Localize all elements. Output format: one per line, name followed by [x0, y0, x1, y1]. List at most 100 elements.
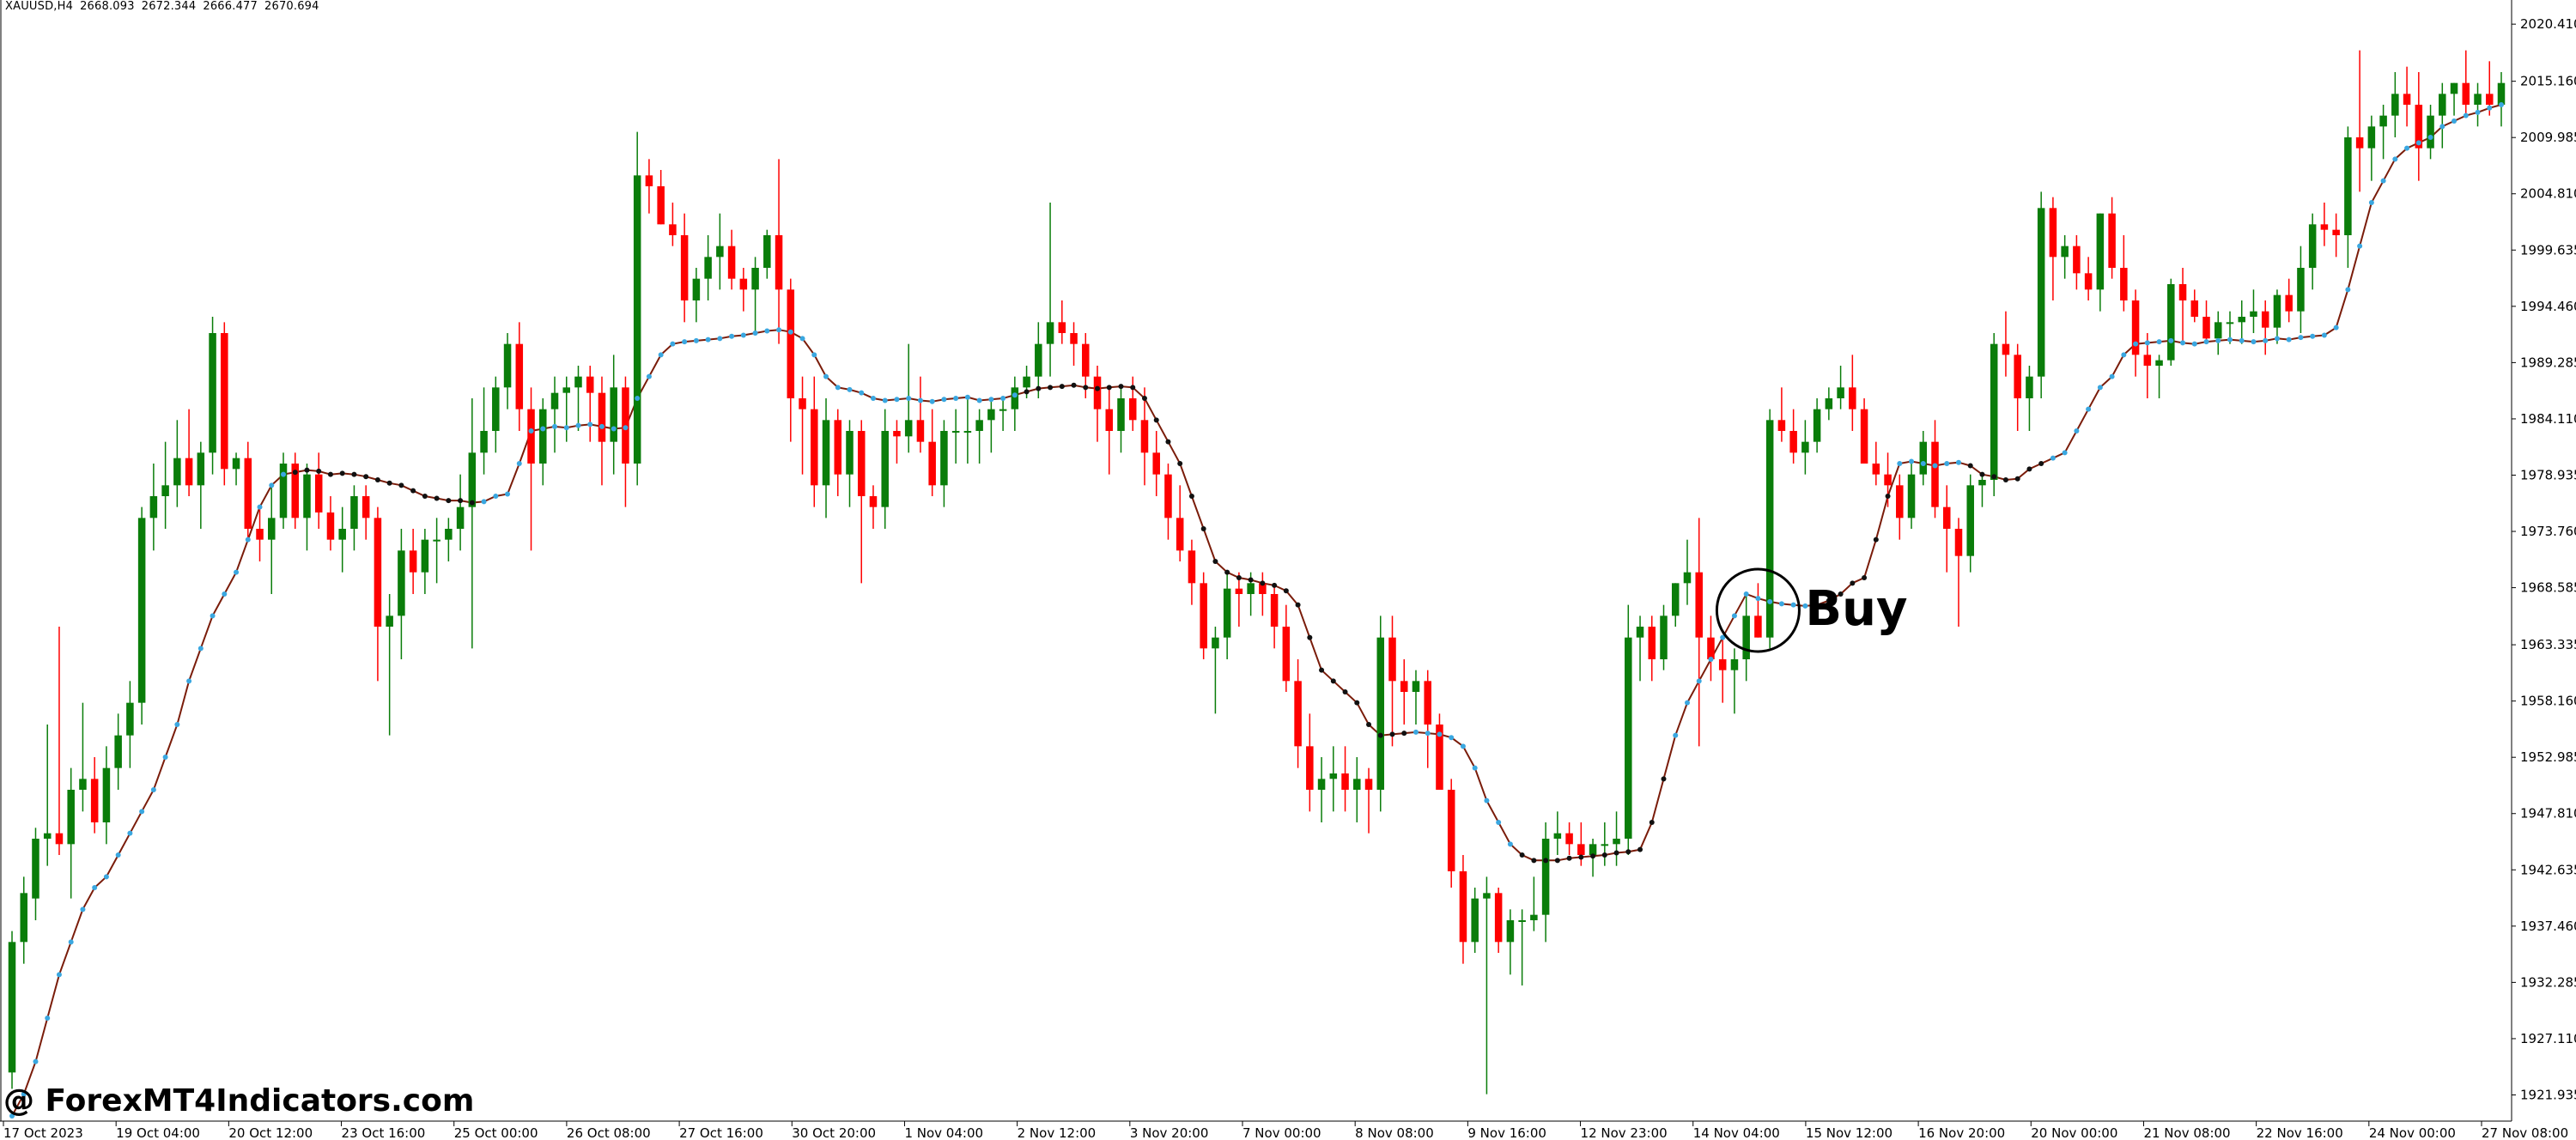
bear-candle [2403, 94, 2411, 105]
bear-candle [1436, 725, 1443, 790]
trend-indicator-dot [234, 569, 240, 575]
trend-indicator-dot [740, 332, 746, 338]
trend-indicator-dot [2357, 243, 2363, 249]
bear-candle [1140, 420, 1149, 453]
bull-candle [1376, 637, 1385, 790]
time-tick-label: 15 Nov 12:00 [1806, 1125, 1893, 1140]
bull-candle [1011, 387, 1019, 409]
trend-indicator-dot [1319, 667, 1325, 673]
price-tick-label: 1999.635 [2520, 242, 2576, 258]
trend-indicator-dot [575, 422, 581, 428]
bear-candle [787, 289, 795, 398]
trend-indicator-dot [1920, 461, 1926, 466]
trend-indicator-dot [1083, 385, 1089, 391]
time-tick-label: 3 Nov 20:00 [1130, 1125, 1209, 1140]
trend-indicator-dot [1283, 588, 1289, 594]
bear-candle [291, 464, 300, 518]
price-tick-label: 2009.985 [2520, 130, 2576, 145]
trend-indicator-dot [1236, 575, 1242, 580]
trend-indicator-dot [717, 336, 723, 342]
bull-candle [32, 839, 39, 899]
watermark-text: @ ForexMT4Indicators.com [3, 1083, 475, 1119]
trend-indicator-dot [1885, 494, 1891, 499]
bull-candle [350, 496, 358, 529]
trend-indicator-dot [1460, 743, 1466, 749]
ohlc-high: 2672.344 [141, 0, 197, 13]
bull-candle [503, 343, 512, 388]
trend-indicator-dot [1897, 461, 1903, 466]
bear-candle [1896, 485, 1904, 518]
bear-candle [1860, 409, 1868, 464]
bear-candle [799, 398, 806, 409]
price-tick-label: 1963.335 [2520, 637, 2576, 652]
trend-indicator-dot [2239, 337, 2245, 343]
trend-indicator-dot [1991, 474, 1997, 480]
time-tick-label: 1 Nov 04:00 [904, 1125, 983, 1140]
trend-indicator-dot [623, 425, 629, 431]
trend-indicator-dot [941, 397, 947, 403]
bear-candle [1648, 627, 1656, 659]
trend-indicator-dot [304, 467, 310, 473]
price-axis-labels: 2020.410 2015.160 2009.985 2004.810 1999.635… [2512, 16, 2576, 1102]
bear-candle [1577, 844, 1585, 855]
trend-indicator-dot [635, 396, 641, 401]
trend-indicator-dot [1307, 634, 1313, 640]
trend-indicator-dot [2002, 477, 2008, 482]
bear-candle [1884, 474, 1892, 486]
bull-candle [197, 452, 205, 486]
price-tick-label: 1937.460 [2520, 919, 2576, 934]
trend-indicator-dot [1106, 385, 1112, 391]
trend-indicator-dot [1377, 732, 1383, 738]
trend-indicator-dot [2463, 112, 2469, 118]
price-tick-label: 1989.285 [2520, 355, 2576, 370]
trend-indicator-dot [139, 809, 145, 815]
bull-candle [1625, 637, 1632, 839]
chart-axes [0, 0, 2512, 1122]
bear-candle [1070, 333, 1078, 344]
time-tick-label: 22 Nov 16:00 [2257, 1125, 2343, 1140]
bear-candle [1294, 681, 1302, 747]
bull-candle [303, 474, 311, 518]
bear-candle [586, 376, 594, 393]
trend-indicator-dot [1024, 389, 1030, 395]
bear-candle [1128, 398, 1137, 421]
bear-candle [1176, 518, 1184, 551]
trend-indicator-dot [162, 755, 168, 760]
price-tick-label: 2020.410 [2520, 16, 2576, 32]
bear-candle [185, 458, 193, 486]
bear-candle [1718, 659, 1727, 670]
bear-candle [857, 431, 866, 496]
trend-indicator-dot [434, 495, 440, 501]
trend-indicator-dot [1012, 392, 1018, 398]
bull-candle [2439, 94, 2446, 116]
bear-candle [2131, 300, 2140, 355]
bear-candle [2190, 300, 2199, 317]
time-tick-label: 7 Nov 00:00 [1242, 1125, 1321, 1140]
trend-indicator-dot [458, 498, 464, 504]
bear-candle [1259, 583, 1267, 594]
trend-indicator-dot [2368, 200, 2374, 205]
bear-candle [2462, 82, 2470, 105]
trend-indicator-dot [1826, 597, 1832, 603]
bull-candle [1553, 833, 1562, 839]
trend-indicator-dot [446, 498, 452, 504]
bull-candle [1671, 583, 1680, 616]
trend-indicator-dot [1955, 459, 1961, 465]
trend-indicator-dot [2380, 178, 2386, 184]
trend-indicator-dot [292, 470, 298, 476]
trend-indicator-dot [222, 591, 228, 597]
trend-indicator-dot [2109, 373, 2115, 379]
trend-indicator-dot [1366, 722, 1372, 727]
bear-candle [2084, 273, 2093, 290]
trend-indicator-dot [835, 385, 841, 391]
trend-indicator-dot [2203, 339, 2209, 345]
bear-candle [1152, 452, 1160, 475]
time-tick-label: 30 Oct 20:00 [792, 1125, 876, 1140]
trend-indicator-dot [1200, 526, 1206, 531]
bull-candle [2155, 360, 2163, 366]
trend-indicator-dot [988, 397, 994, 403]
bull-candle [2238, 317, 2245, 323]
bull-candle [1730, 659, 1739, 670]
bull-candle [2497, 82, 2506, 105]
